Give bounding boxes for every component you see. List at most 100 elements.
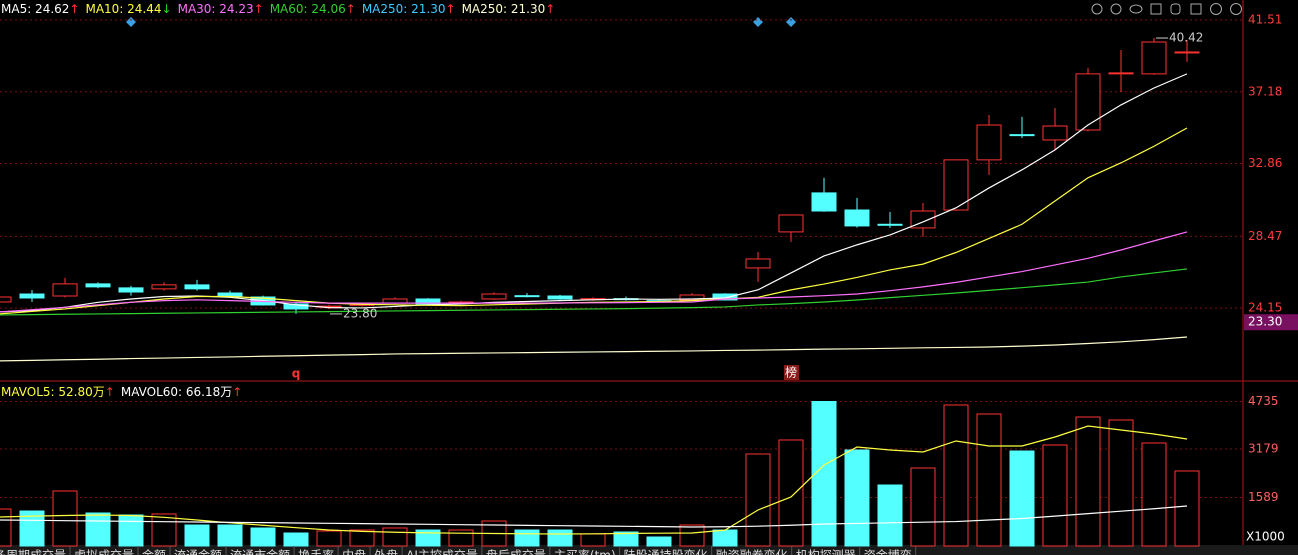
volume-bar <box>118 514 144 547</box>
candle-body <box>943 159 969 211</box>
tab[interactable]: 多周期成交量 <box>0 548 66 555</box>
volume-bar <box>415 529 441 547</box>
legend-label: MA60: 24.06 <box>270 2 346 16</box>
volume-bar <box>1075 416 1101 547</box>
legend-label: MA30: 24.23 <box>178 2 254 16</box>
legend-arrow: ↑ <box>232 385 242 399</box>
hand-icon[interactable] <box>1170 3 1181 15</box>
candle-body <box>19 293 45 299</box>
volume-bar <box>844 449 870 547</box>
marks <box>0 38 1200 547</box>
ma-line <box>0 73 1188 313</box>
volume-bar <box>85 512 111 547</box>
volume-bar <box>712 529 738 547</box>
search-icon[interactable] <box>1110 3 1122 15</box>
event-diamonds <box>126 17 796 27</box>
tab[interactable]: 主买率(tm) <box>554 548 616 555</box>
tab[interactable]: 陆股通持股变化 <box>624 548 708 555</box>
y-tick-label: 37.18 <box>1248 84 1282 98</box>
tab-bar <box>0 545 1298 555</box>
volume-bar <box>283 532 309 547</box>
ma-line <box>0 336 1188 362</box>
candle-body <box>415 298 441 305</box>
legend-label: MAVOL60: 66.18万 <box>121 385 232 399</box>
volume-bar <box>52 490 78 547</box>
candle-body <box>481 293 507 300</box>
volume-bar <box>514 529 540 547</box>
tab[interactable]: 金额 <box>142 548 166 555</box>
candle-body <box>382 298 408 304</box>
legend-label: MA250: 21.30 <box>362 2 446 16</box>
candle-body <box>1042 125 1068 141</box>
volume-bar <box>250 527 276 547</box>
candle-body <box>844 209 870 227</box>
volume-bar <box>910 467 936 547</box>
y-tick-label: 28.47 <box>1248 229 1282 243</box>
zoom-out-icon[interactable] <box>1230 3 1242 15</box>
volume-bar <box>547 529 573 547</box>
candle-body <box>1174 51 1200 54</box>
candle-body <box>745 258 771 269</box>
tab[interactable]: 资金博弈 <box>864 548 912 555</box>
tab[interactable]: AI主控成交量 <box>406 548 478 555</box>
y-tick-label: 3179 <box>1248 441 1279 455</box>
candle-body <box>811 192 837 212</box>
volume-bar <box>184 524 210 547</box>
zoom-in-icon[interactable] <box>1210 3 1222 15</box>
candle-body <box>184 284 210 290</box>
ma-line <box>0 231 1188 313</box>
volume-bar <box>217 524 243 547</box>
view-icon[interactable] <box>1129 4 1143 14</box>
ma-line <box>0 505 1188 528</box>
tab[interactable]: 内盘 <box>342 548 366 555</box>
volume-bar <box>613 531 639 547</box>
volume-bar <box>349 529 375 547</box>
toolbar-icons[interactable] <box>1091 3 1242 15</box>
candle-body <box>1141 41 1167 75</box>
legend-arrow: ↑ <box>105 385 115 399</box>
volume-bar <box>0 508 12 547</box>
legend-label: MA250: 21.30 <box>462 2 546 16</box>
candle-body <box>712 293 738 301</box>
tab[interactable]: 盘后成交量 <box>486 548 546 555</box>
candle-body <box>877 223 903 226</box>
volume-bar <box>382 527 408 547</box>
legend-arrow: ↑ <box>69 2 79 16</box>
tab[interactable]: 外盘 <box>374 548 398 555</box>
tab[interactable]: 机构探测器 <box>796 548 856 555</box>
volume-bar <box>811 401 837 547</box>
legend-arrow: ↑ <box>254 2 264 16</box>
tab[interactable]: 虚拟成交量 <box>74 548 134 555</box>
volume-bar <box>316 530 342 547</box>
legend-arrow: ↑ <box>545 2 555 16</box>
candle-body <box>151 284 177 290</box>
candle-body <box>679 294 705 301</box>
tab[interactable]: 流通金额 <box>174 548 222 555</box>
candle-body <box>85 283 111 288</box>
tab[interactable]: 换手率 <box>298 548 334 555</box>
tab[interactable]: 流通市金额 <box>230 548 290 555</box>
current-price-label: 23.30 <box>1248 315 1282 329</box>
y-tick-label: 24.15 <box>1248 301 1282 315</box>
store-icon[interactable] <box>1150 3 1162 15</box>
current-price-box <box>1244 314 1298 331</box>
settings-icon[interactable] <box>1091 3 1103 15</box>
legend-arrow: ↓ <box>162 2 172 16</box>
event-marker: q <box>292 367 301 381</box>
candle-body <box>118 287 144 293</box>
volume-bar <box>1141 442 1167 547</box>
event-marker-box <box>784 365 799 380</box>
candle-body <box>514 295 540 298</box>
volume-bar <box>1009 450 1035 547</box>
candle-body <box>547 295 573 300</box>
tab[interactable]: 融资融券变化 <box>716 548 788 555</box>
legend-arrow: ↑ <box>446 2 456 16</box>
candle-body <box>976 124 1002 161</box>
candle-body <box>1108 72 1134 75</box>
save-icon[interactable] <box>1190 3 1202 15</box>
volume-bar <box>1108 419 1134 547</box>
legend: MAVOL5: 52.80万↑ MAVOL60: 66.18万↑ <box>1 385 242 399</box>
volume-bar <box>778 439 804 547</box>
